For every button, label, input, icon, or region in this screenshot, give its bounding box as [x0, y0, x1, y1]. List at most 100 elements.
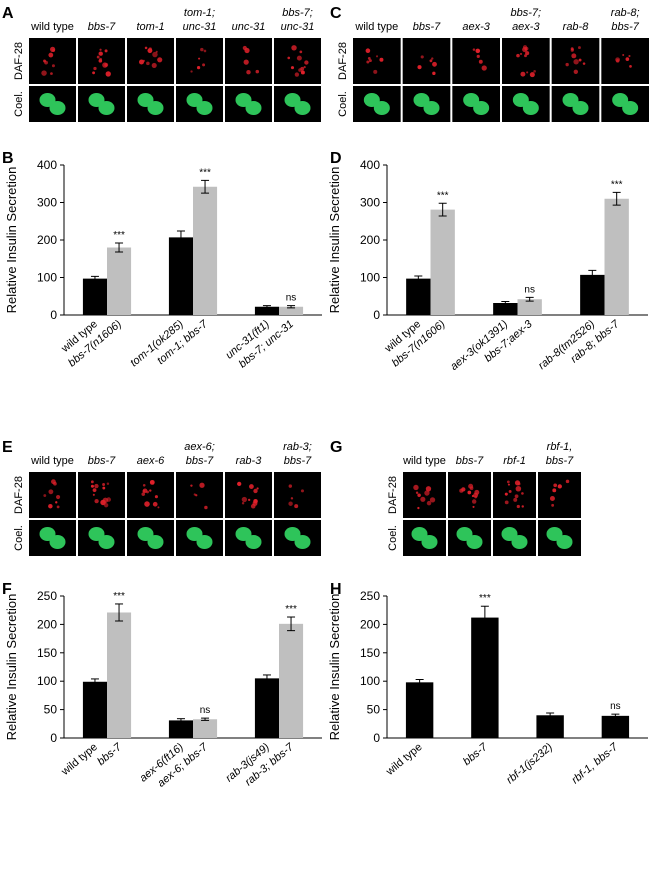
bar — [107, 612, 132, 738]
red-puncta — [524, 54, 527, 58]
red-puncta — [578, 46, 581, 50]
bar — [82, 278, 107, 315]
red-puncta — [629, 64, 632, 68]
red-puncta — [99, 57, 103, 61]
red-puncta — [375, 55, 379, 58]
red-puncta — [578, 58, 582, 62]
column-label: bbs-7 — [456, 455, 484, 467]
y-axis-label: Relative Insulin Secretion — [327, 167, 342, 314]
red-puncta — [628, 54, 631, 58]
red-puncta — [515, 485, 522, 492]
red-puncta — [513, 497, 518, 502]
red-puncta — [148, 47, 152, 51]
red-puncta — [190, 484, 193, 487]
red-puncta — [516, 53, 520, 58]
red-puncta — [48, 52, 54, 58]
red-puncta — [299, 50, 303, 54]
y-tick-label: 0 — [373, 731, 380, 745]
column-label: aex-3 — [512, 21, 540, 33]
red-puncta — [92, 488, 97, 493]
red-puncta — [467, 490, 472, 495]
red-puncta — [157, 506, 160, 509]
y-tick-label: 300 — [360, 196, 380, 210]
red-puncta — [141, 492, 146, 496]
red-puncta — [300, 66, 305, 71]
red-puncta — [525, 51, 530, 56]
red-puncta — [48, 503, 53, 509]
coelomocyte — [147, 101, 164, 115]
bar — [536, 715, 564, 738]
row-label: Coel. — [337, 91, 349, 117]
bar — [406, 278, 431, 315]
micrograph-daf28 — [403, 472, 446, 518]
red-puncta — [51, 64, 55, 68]
y-tick-label: 200 — [360, 233, 380, 247]
bar — [254, 306, 279, 315]
column-label: bbs-7 — [611, 21, 639, 33]
column-label: rab-8 — [563, 21, 590, 33]
y-tick-label: 100 — [37, 271, 57, 285]
bar — [430, 209, 455, 315]
column-label: bbs-7 — [186, 455, 214, 467]
red-puncta — [471, 494, 475, 498]
red-puncta — [154, 495, 158, 499]
micrograph-daf28 — [402, 38, 451, 84]
red-puncta — [522, 45, 528, 50]
red-puncta — [514, 494, 519, 499]
y-tick-label: 200 — [37, 617, 57, 631]
column-label: bbs-7; — [511, 7, 542, 19]
red-puncta — [420, 55, 424, 59]
red-puncta — [43, 494, 47, 497]
row-label: DAF-28 — [387, 476, 399, 514]
red-puncta — [615, 57, 620, 63]
coelomocyte — [98, 535, 115, 549]
y-tick-label: 50 — [44, 703, 58, 717]
red-puncta — [288, 484, 293, 488]
y-tick-label: 400 — [360, 158, 380, 172]
micrograph-daf28 — [493, 472, 536, 518]
red-puncta — [625, 57, 630, 61]
coelomocyte — [373, 101, 390, 115]
red-puncta — [431, 57, 434, 60]
red-puncta — [426, 500, 432, 506]
y-tick-label: 150 — [37, 646, 57, 660]
red-puncta — [90, 480, 94, 484]
red-puncta — [300, 489, 304, 493]
red-puncta — [294, 504, 299, 509]
red-puncta — [469, 486, 474, 491]
bar — [601, 715, 630, 738]
red-puncta — [203, 49, 207, 53]
coelomocyte — [294, 101, 311, 115]
red-puncta — [94, 498, 99, 504]
y-tick-label: 0 — [50, 308, 57, 322]
red-puncta — [507, 483, 510, 486]
red-puncta — [105, 71, 111, 77]
panel-letter: B — [2, 150, 14, 167]
coelomocyte — [196, 101, 213, 115]
coelomocyte — [421, 535, 438, 549]
red-puncta — [417, 506, 420, 510]
red-puncta — [53, 481, 57, 486]
y-tick-label: 200 — [37, 233, 57, 247]
micrograph-daf28 — [225, 472, 272, 518]
red-puncta — [241, 502, 245, 505]
red-puncta — [573, 59, 579, 65]
red-puncta — [142, 483, 146, 487]
panel-letter: C — [330, 5, 342, 22]
y-tick-label: 300 — [37, 196, 57, 210]
red-puncta — [152, 51, 158, 58]
coelomocyte — [466, 535, 483, 549]
red-puncta — [514, 480, 521, 486]
red-puncta — [521, 492, 524, 495]
bar — [604, 198, 629, 315]
micrograph-daf28 — [538, 472, 581, 518]
micrograph-daf28 — [29, 472, 76, 518]
red-puncta — [102, 483, 106, 486]
column-label: rab-8; — [611, 7, 640, 19]
bar — [193, 186, 218, 315]
red-puncta — [190, 70, 193, 73]
row-label: DAF-28 — [13, 476, 25, 514]
red-puncta — [106, 497, 111, 502]
red-puncta — [415, 491, 419, 494]
column-label: bbs-7 — [546, 455, 574, 467]
